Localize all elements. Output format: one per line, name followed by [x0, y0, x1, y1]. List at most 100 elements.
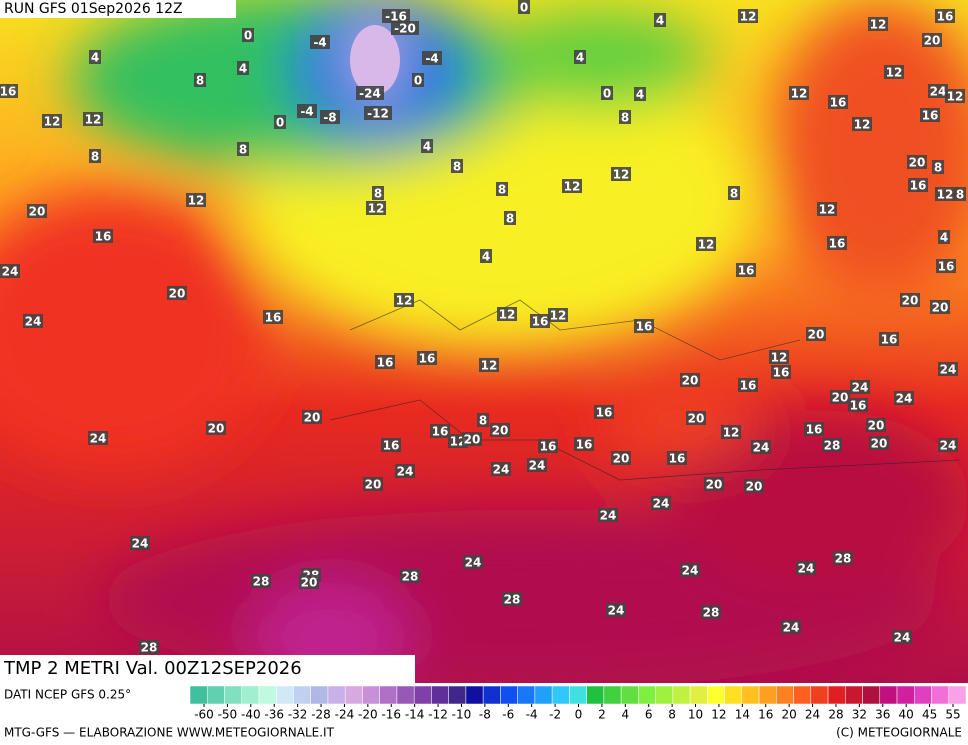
- label-box: [263, 310, 283, 324]
- scale-tick-label: -50: [218, 708, 238, 722]
- temperature-label: 16: [265, 311, 282, 325]
- scale-tick-label: -6: [502, 708, 514, 722]
- temperature-label: 16: [910, 179, 927, 193]
- scale-tick-label: 8: [668, 708, 676, 722]
- label-box: [806, 327, 826, 341]
- label-box: [721, 425, 741, 439]
- label-box: [451, 159, 463, 173]
- label-box: [417, 351, 437, 365]
- label-box: [611, 167, 631, 181]
- label-box: [696, 237, 716, 251]
- run-label: RUN GFS 01Sep2026 12Z: [4, 1, 183, 17]
- label-box: [619, 110, 631, 124]
- label-box: [421, 139, 433, 153]
- label-box: [375, 355, 395, 369]
- scale-tick-label: 4: [621, 708, 629, 722]
- label-box: [634, 87, 646, 101]
- color-scale: -60 -50 -40 -36 -32 -28 -24 -20 -16 -14 -12 -10 -8 -6…: [189, 685, 967, 722]
- label-box: [394, 293, 414, 307]
- scale-swatch: [896, 685, 915, 705]
- label-box: [83, 112, 103, 126]
- scale-swatch: [379, 685, 398, 705]
- temperature-label: 16: [576, 438, 593, 452]
- label-box: [130, 536, 150, 550]
- label-box: [852, 117, 872, 131]
- title-box: [0, 655, 415, 683]
- temperature-label: 24: [132, 537, 149, 551]
- temperature-label: 24: [940, 439, 957, 453]
- label-box: [634, 319, 654, 333]
- temperature-label: 4: [482, 250, 490, 264]
- temperature-label: 12: [613, 168, 630, 182]
- scale-swatch: [707, 685, 725, 705]
- label-box: [530, 314, 550, 328]
- scale-tick-label: 14: [735, 708, 750, 722]
- label-box: [237, 61, 249, 75]
- label-box: [206, 421, 226, 435]
- temperature-label: 4: [91, 51, 99, 65]
- temperature-label: 16: [829, 237, 846, 251]
- label-box: [922, 33, 942, 47]
- temperature-label: -24: [359, 87, 381, 101]
- temperature-label: 12: [550, 309, 567, 323]
- temperature-label: 20: [902, 294, 919, 308]
- temperature-label: 24: [493, 463, 510, 477]
- label-box: [412, 73, 424, 87]
- scale-swatch: [465, 685, 484, 705]
- label-box: [594, 405, 614, 419]
- scale-tick-label: 0: [575, 708, 583, 722]
- label-box: [462, 432, 482, 446]
- label-box: [0, 264, 20, 278]
- temperature-label: 12: [771, 351, 788, 365]
- label-box: [866, 418, 886, 432]
- scale-swatch: [776, 685, 794, 705]
- scale-swatch: [620, 685, 639, 705]
- scale-swatch: [672, 685, 691, 705]
- label-box: [490, 423, 510, 437]
- label-box: [430, 424, 450, 438]
- temperature-label: 16: [806, 423, 823, 437]
- temperature-label: 16: [636, 320, 653, 334]
- temperature-label: 24: [529, 459, 546, 473]
- temperature-label: 20: [29, 205, 46, 219]
- label-box: [769, 350, 789, 364]
- temperature-label: 24: [25, 315, 42, 329]
- label-box: [686, 411, 706, 425]
- label-box: [728, 186, 740, 200]
- temperature-label: -12: [367, 107, 389, 121]
- temperature-label: 4: [636, 88, 644, 102]
- temperature-label: 24: [653, 497, 670, 511]
- label-box: [751, 440, 771, 454]
- label-box: [601, 86, 613, 100]
- temperature-label: 16: [377, 356, 394, 370]
- temperature-label: 12: [44, 115, 61, 129]
- scale-swatch: [793, 685, 812, 705]
- label-box: [900, 293, 920, 307]
- temperature-label: -20: [394, 22, 416, 36]
- temperature-label: 16: [740, 379, 757, 393]
- temperature-label: 12: [396, 294, 413, 308]
- label-box: [884, 65, 904, 79]
- temperature-label: 20: [746, 480, 763, 494]
- temperature-label: 20: [365, 478, 382, 492]
- label-box: [894, 391, 914, 405]
- temperature-label: 24: [783, 621, 800, 635]
- scale-swatch: [396, 685, 415, 705]
- temperature-label: 16: [850, 399, 867, 413]
- label-box: [850, 380, 870, 394]
- label-box: [480, 249, 492, 263]
- label-box: [938, 362, 958, 376]
- scale-swatch: [879, 685, 898, 705]
- temperature-label: 20: [706, 478, 723, 492]
- label-box: [381, 438, 401, 452]
- temperature-label: 0: [244, 29, 252, 43]
- temperature-label: 0: [520, 1, 528, 15]
- temperature-label: 12: [947, 90, 964, 104]
- scale-swatch: [500, 685, 518, 705]
- label-box: [667, 451, 687, 465]
- temperature-label: 28: [824, 439, 841, 453]
- scale-tick-label: -28: [311, 708, 331, 722]
- label-box: [518, 0, 530, 14]
- scale-swatch: [741, 685, 760, 705]
